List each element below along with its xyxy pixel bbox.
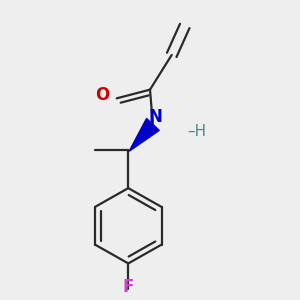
Text: O: O [95,86,109,104]
Text: –H: –H [188,124,207,139]
Text: N: N [149,108,163,126]
Text: F: F [123,278,134,296]
Polygon shape [129,118,159,151]
